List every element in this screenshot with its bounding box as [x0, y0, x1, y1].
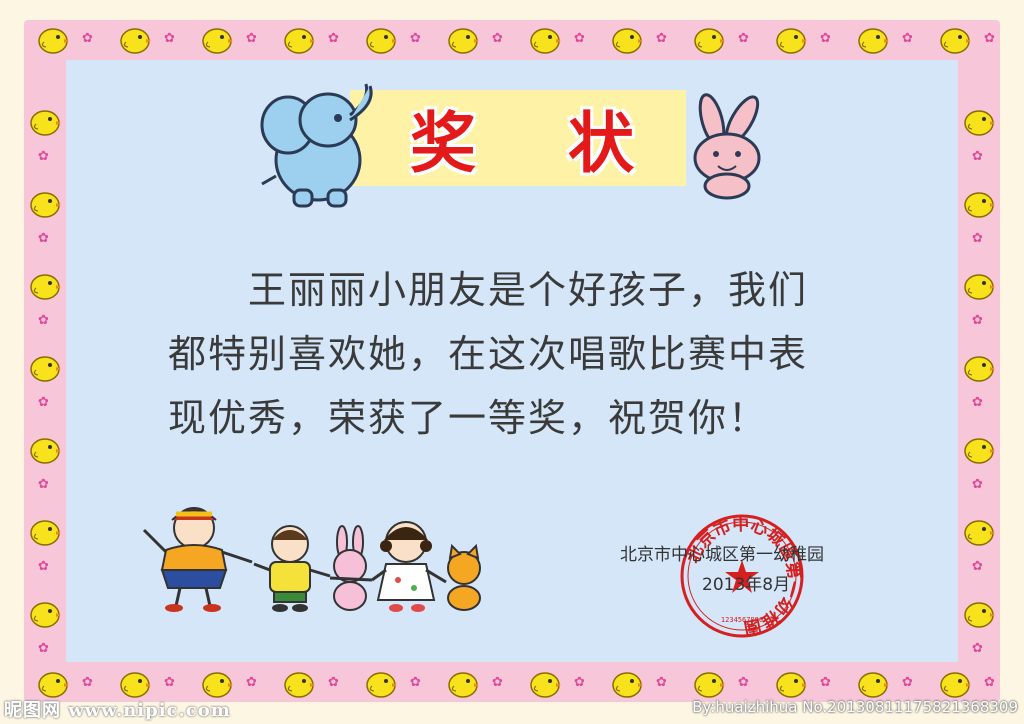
flower-icon: ✿	[656, 31, 667, 46]
chick-icon	[28, 188, 62, 218]
chick-icon	[962, 352, 996, 382]
flower-icon: ✿	[38, 559, 49, 574]
flower-icon: ✿	[38, 641, 49, 656]
chick-icon	[364, 24, 398, 54]
flower-icon: ✿	[972, 559, 983, 574]
flower-icon: ✿	[984, 675, 995, 690]
chick-icon	[610, 24, 644, 54]
flower-icon: ✿	[492, 31, 503, 46]
elephant-icon	[260, 83, 373, 208]
certificate-title: 奖 状	[410, 96, 640, 182]
flower-icon: ✿	[164, 675, 175, 690]
flower-icon: ✿	[38, 149, 49, 164]
chick-icon	[200, 24, 234, 54]
flower-icon: ✿	[972, 149, 983, 164]
flower-icon: ✿	[82, 675, 93, 690]
title-char-1: 奖	[410, 105, 482, 182]
flower-icon: ✿	[38, 477, 49, 492]
title-band	[350, 90, 686, 186]
chick-icon	[118, 24, 152, 54]
bunny-icon	[693, 93, 761, 200]
flower-icon: ✿	[410, 31, 421, 46]
chick-icon	[282, 24, 316, 54]
chick-icon	[962, 598, 996, 628]
chick-icon	[28, 516, 62, 546]
chick-icon	[28, 106, 62, 136]
chick-icon	[692, 24, 726, 54]
flower-icon: ✿	[972, 313, 983, 328]
flower-icon: ✿	[972, 231, 983, 246]
chick-icon	[28, 434, 62, 464]
chick-icon	[610, 668, 644, 698]
chick-icon	[200, 668, 234, 698]
chick-icon	[856, 24, 890, 54]
title-char-2: 状	[568, 105, 640, 182]
flower-icon: ✿	[738, 31, 749, 46]
official-seal: 北京市中心城區第一幼稚園 1234567890	[680, 514, 805, 638]
flower-icon: ✿	[738, 675, 749, 690]
chick-icon	[692, 668, 726, 698]
flower-icon: ✿	[902, 31, 913, 46]
chick-icon	[528, 24, 562, 54]
chick-icon	[938, 24, 972, 54]
flower-icon: ✿	[38, 231, 49, 246]
body-line-2: 都特别喜欢她，在这次唱歌比赛中表	[168, 332, 809, 376]
chick-icon	[938, 668, 972, 698]
chick-icon	[28, 598, 62, 628]
chick-icon	[118, 668, 152, 698]
chick-icon	[282, 668, 316, 698]
chick-icon	[28, 270, 62, 300]
chick-icon	[856, 668, 890, 698]
body-line-1: 王丽丽小朋友是个好孩子，我们	[168, 268, 809, 312]
flower-icon: ✿	[246, 675, 257, 690]
flower-icon: ✿	[38, 313, 49, 328]
flower-icon: ✿	[656, 675, 667, 690]
chick-icon	[774, 24, 808, 54]
chick-icon	[774, 668, 808, 698]
children-illustration	[142, 507, 481, 612]
flower-icon: ✿	[972, 477, 983, 492]
chick-icon	[36, 24, 70, 54]
chick-icon	[962, 270, 996, 300]
site-watermark: 昵图网 www.nipic.com	[4, 700, 231, 721]
credit-watermark: By:huaizhihua No.20130811175821368309	[692, 698, 1018, 716]
certificate-body: 王丽丽小朋友是个好孩子，我们 都特别喜欢她，在这次唱歌比赛中表 现优秀，荣获了一…	[168, 258, 888, 450]
flower-icon: ✿	[410, 675, 421, 690]
flower-icon: ✿	[902, 675, 913, 690]
chick-icon	[962, 516, 996, 546]
flower-icon: ✿	[328, 675, 339, 690]
chick-icon	[962, 188, 996, 218]
chick-icon	[962, 106, 996, 136]
chick-icon	[446, 24, 480, 54]
flower-icon: ✿	[328, 31, 339, 46]
flower-icon: ✿	[574, 675, 585, 690]
chick-icon	[36, 668, 70, 698]
chick-icon	[28, 352, 62, 382]
body-line-3: 现优秀，荣获了一等奖，祝贺你！	[168, 396, 769, 440]
flower-icon: ✿	[492, 675, 503, 690]
chick-icon	[962, 434, 996, 464]
flower-icon: ✿	[820, 31, 831, 46]
chick-icon	[364, 668, 398, 698]
chick-icon	[528, 668, 562, 698]
flower-icon: ✿	[82, 31, 93, 46]
flower-icon: ✿	[246, 31, 257, 46]
flower-icon: ✿	[164, 31, 175, 46]
flower-icon: ✿	[972, 641, 983, 656]
chick-icon	[446, 668, 480, 698]
flower-icon: ✿	[972, 395, 983, 410]
issue-date: 2013年8月	[702, 575, 791, 595]
issuer-name: 北京市中心城区第一幼稚园	[620, 545, 824, 565]
flower-icon: ✿	[38, 395, 49, 410]
flower-icon: ✿	[984, 31, 995, 46]
flower-icon: ✿	[574, 31, 585, 46]
flower-icon: ✿	[820, 675, 831, 690]
seal-number: 1234567890	[721, 616, 763, 624]
